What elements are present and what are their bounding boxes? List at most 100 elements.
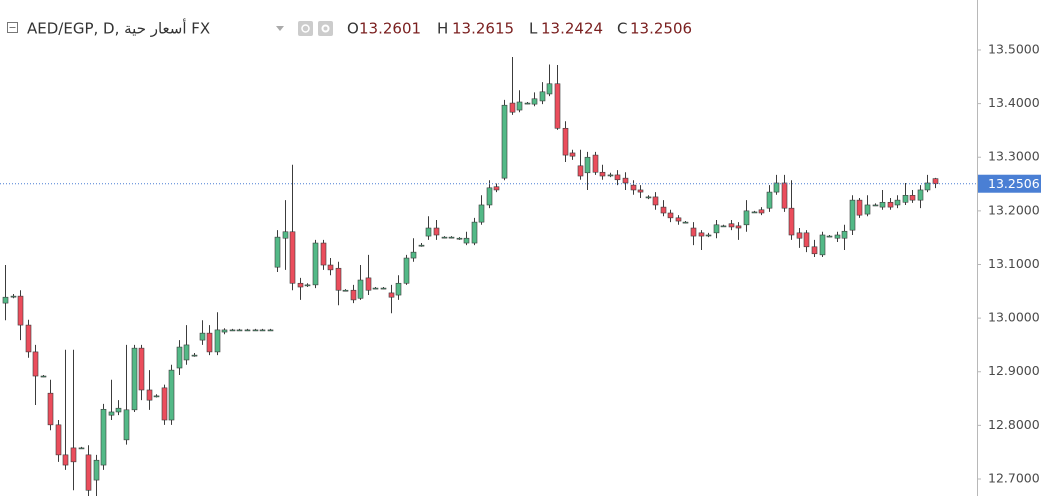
last-price-label: 13.2506 [988,176,1040,191]
candle-body [584,156,591,174]
settings-icon[interactable] [318,21,333,36]
symbol-title: AED/EGP, D, أسعار حية FX [27,19,210,38]
candle-body [894,199,901,206]
candle-body [660,206,667,214]
plot-area [0,56,977,496]
eye-icon-pupil [301,24,310,33]
y-tick-label: 13.0000 [988,310,1040,325]
ohlc-value: 13.2506 [630,20,692,38]
candle-body [592,154,599,173]
candle-body [569,152,576,157]
candle-body [267,329,274,332]
candle-body [819,234,826,256]
candle-body [516,101,523,111]
candle-body [410,251,417,259]
candle-body [335,267,342,291]
y-tick-label: 12.9000 [988,363,1040,378]
candle-body [357,279,364,299]
candle-body [743,210,750,226]
candle-body [637,189,644,193]
candle-body [766,191,773,209]
candle-body [108,411,115,416]
candle-body [418,244,425,247]
candle-body [2,296,9,304]
candle-body [100,408,107,466]
candle-body [433,227,440,236]
candle-body [131,347,138,411]
candle-body [441,236,448,239]
candle-body [123,409,130,441]
candle-body [493,186,500,191]
candle-body [872,204,879,207]
candle-body [183,344,190,361]
candle-body [138,347,145,391]
candle-body [55,424,62,456]
y-tick-label: 13.2000 [988,202,1040,217]
header-bg [0,12,700,48]
candle-body [728,223,735,228]
y-tick-label: 12.7000 [988,471,1040,486]
candle-body [554,83,561,129]
candle-body [62,454,69,466]
eye-icon[interactable] [298,21,313,36]
candle-body [577,165,584,177]
candle-body [773,182,780,193]
candle-body [486,187,493,206]
candle-body [32,351,39,377]
candle-body [675,217,682,222]
candle-body [463,237,470,244]
candle-body [350,289,357,301]
candle-body [146,389,153,401]
settings-icon-gear [321,24,330,33]
candle-body [667,212,674,219]
candle-body [811,246,818,255]
candle-body [289,231,296,284]
last-price-box [978,174,1041,193]
y-tick-label: 13.4000 [988,95,1040,110]
candle-body [705,234,712,237]
collapse-icon[interactable] [7,22,18,33]
y-tick-label: 12.8000 [988,417,1040,432]
candle-body [924,182,931,191]
candle-body [456,237,463,240]
ohlc-header: O 13.2601 H 13.2615 L 13.2424 C 13.2506 [347,20,692,38]
candle-body [297,282,304,288]
candle-body [229,329,236,332]
candle-body [320,242,327,266]
candle-body [191,354,198,357]
candle-body [539,91,546,102]
candle-body [788,207,795,236]
candle-body [327,264,334,271]
candle-body [70,447,77,463]
candle-body [425,227,432,237]
ohlc-label: C [617,20,627,38]
candle-body [342,289,349,292]
candle-body [221,329,228,333]
candle-body [501,104,508,179]
candle-body [614,174,621,181]
candle-body [720,225,727,228]
y-tick-label: 13.1000 [988,256,1040,271]
candle-body [161,387,168,421]
ohlc-label: L [529,20,538,38]
candle-body [252,329,259,332]
candle-body [214,329,221,353]
candle-body [47,392,54,426]
ohlc-label: O [347,20,359,38]
y-tick-label: 13.3000 [988,149,1040,164]
candle-body [10,295,17,298]
candle-body [849,199,856,231]
candle-body [781,182,788,209]
ohlc-label: H [437,20,448,38]
candle-body [153,395,160,398]
candle-body [17,295,24,326]
dropdown-arrow[interactable] [276,26,284,31]
candle-body [887,201,894,208]
candle-body [713,224,720,234]
candle-body [471,221,478,244]
candle-body [524,102,531,105]
candle-body [282,231,289,239]
candle-body [834,234,841,239]
